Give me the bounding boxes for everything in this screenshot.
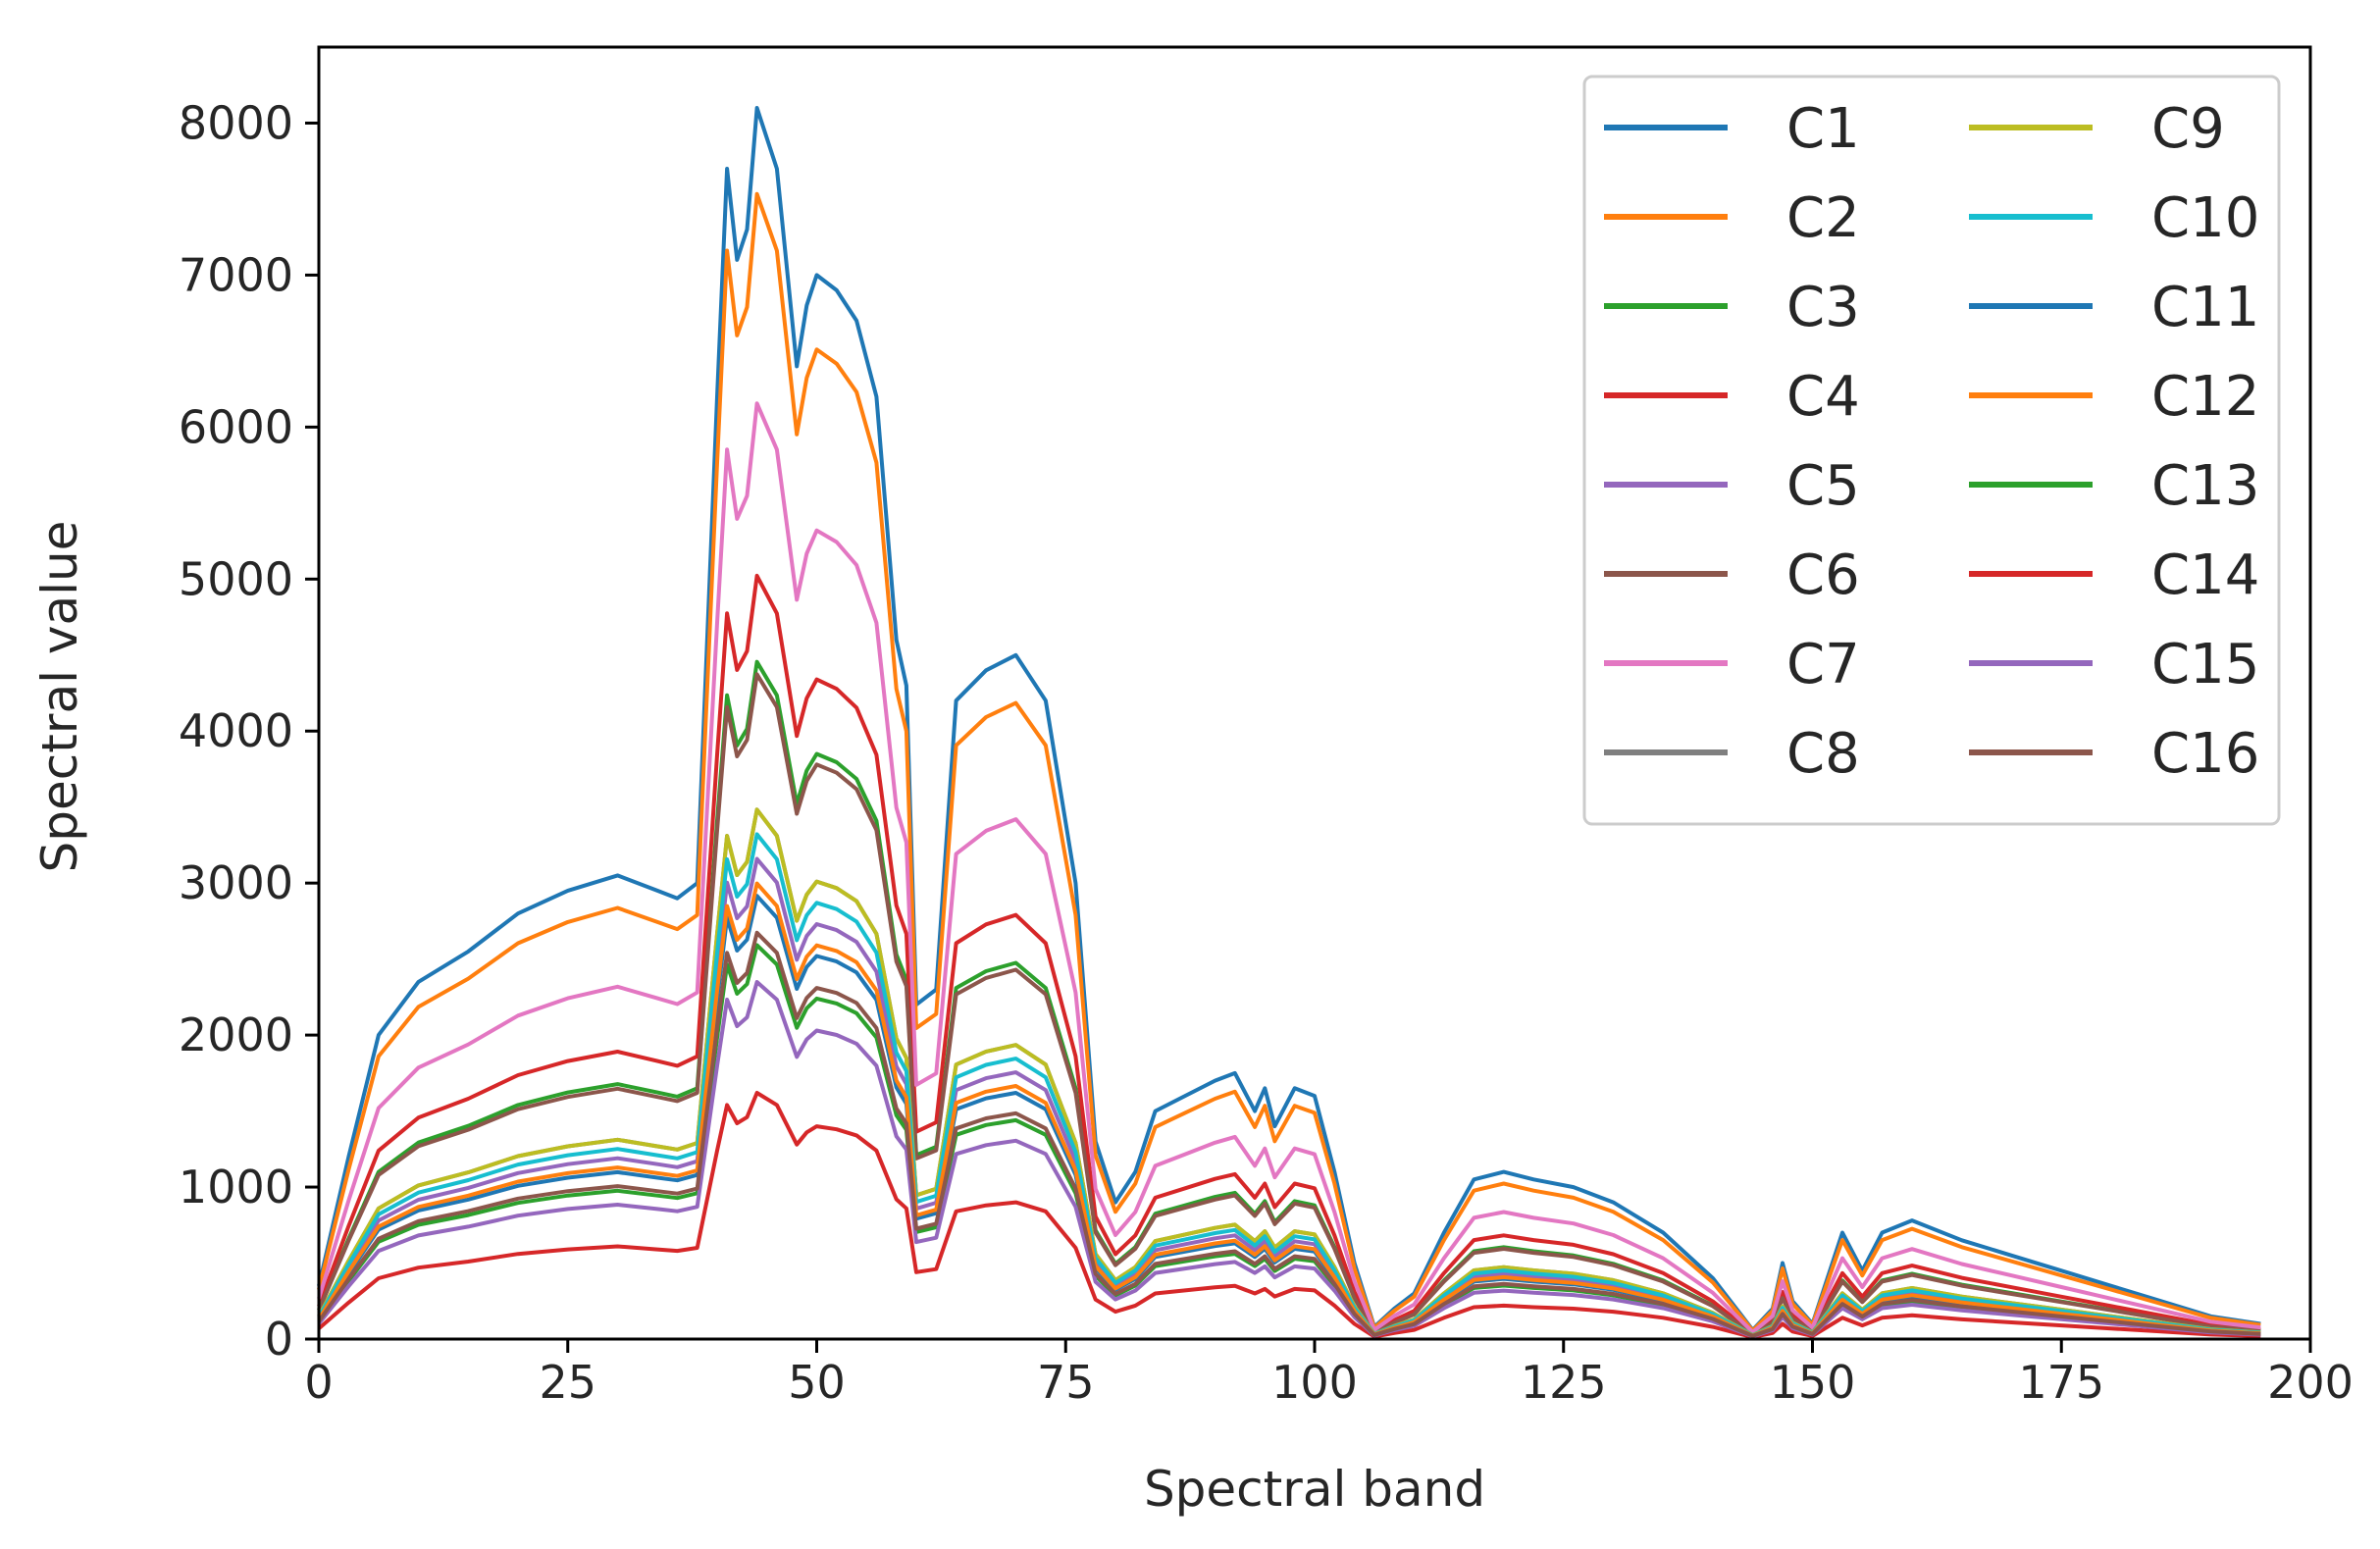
legend-label-c10: C10 — [2151, 186, 2259, 250]
legend-label-c9: C9 — [2151, 97, 2225, 161]
x-tick-label: 50 — [788, 1356, 846, 1409]
y-tick-label: 7000 — [179, 248, 293, 301]
series-line-c7 — [317, 401, 2261, 1334]
legend-frame — [1582, 75, 2281, 826]
y-tick-label: 0 — [265, 1313, 293, 1366]
x-axis-label: Spectral band — [1144, 1461, 1485, 1518]
x-tick-label: 200 — [2267, 1356, 2354, 1409]
x-axis: 0 25 50 75 100 125 150 175 200 — [304, 1339, 2354, 1409]
legend-label-c16: C16 — [2151, 722, 2259, 786]
y-axis-label: Spectral value — [31, 521, 88, 873]
series-line-c2 — [317, 191, 2261, 1333]
legend-label-c14: C14 — [2151, 543, 2259, 607]
x-tick-label: 25 — [539, 1356, 596, 1409]
y-axis: 0 1000 2000 3000 4000 5000 6000 7000 8000 — [179, 96, 319, 1366]
legend-label-c2: C2 — [1786, 186, 1860, 250]
legend-label-c8: C8 — [1786, 722, 1860, 786]
legend-label-c13: C13 — [2151, 454, 2259, 518]
x-tick-label: 125 — [1521, 1356, 1607, 1409]
legend: C1 C2 C3 C4 C5 C6 C7 C8 C9 C10 C11 C12 C13 C14 C15 C16 — [1582, 75, 2281, 826]
y-tick-label: 1000 — [179, 1161, 293, 1213]
legend-label-c1: C1 — [1786, 97, 1860, 161]
x-tick-label: 100 — [1271, 1356, 1358, 1409]
legend-label-c5: C5 — [1786, 454, 1860, 518]
legend-label-c12: C12 — [2151, 365, 2259, 429]
x-tick-label: 150 — [1770, 1356, 1856, 1409]
series-line-c16 — [317, 930, 2261, 1338]
y-tick-label: 5000 — [179, 552, 293, 605]
y-tick-label: 6000 — [179, 400, 293, 453]
legend-label-c6: C6 — [1786, 543, 1860, 607]
y-tick-label: 2000 — [179, 1008, 293, 1061]
x-tick-label: 175 — [2018, 1356, 2104, 1409]
y-tick-label: 4000 — [179, 704, 293, 757]
x-tick-label: 75 — [1037, 1356, 1095, 1409]
y-tick-label: 3000 — [179, 856, 293, 909]
legend-label-c15: C15 — [2151, 633, 2259, 697]
y-tick-label: 8000 — [179, 96, 293, 149]
legend-label-c3: C3 — [1786, 276, 1860, 339]
legend-label-c4: C4 — [1786, 365, 1860, 429]
series-layer — [317, 106, 2261, 1340]
legend-label-c11: C11 — [2151, 276, 2259, 339]
x-tick-label: 0 — [304, 1356, 333, 1409]
legend-label-c7: C7 — [1786, 633, 1860, 697]
